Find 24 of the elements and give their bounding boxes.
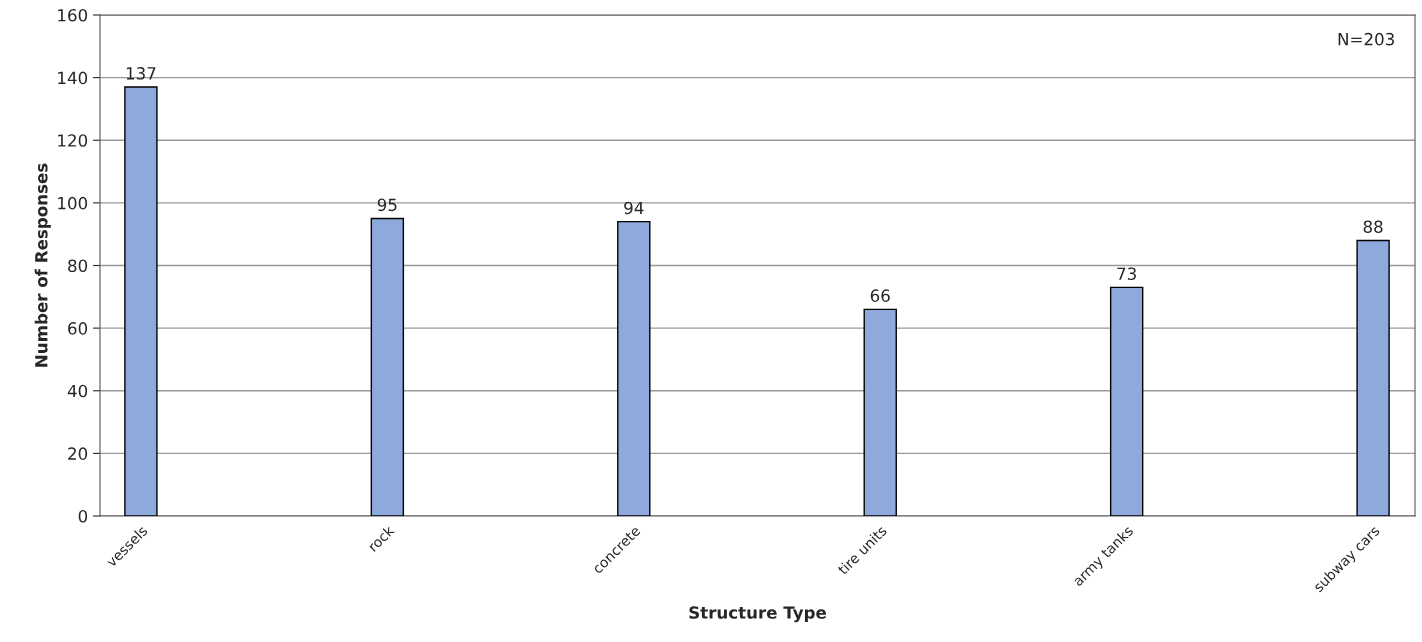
bar [617,220,651,516]
bar [124,86,158,516]
annotation: N=203 [1338,32,1394,46]
y-tick-label: 140 [58,71,88,85]
data-label: 137 [126,67,156,80]
y-tick-label: 20 [68,447,88,460]
bar [370,217,405,516]
y-tick-label: 100 [58,196,88,210]
x-axis-title: Structure Type [689,606,826,623]
data-label: 66 [870,289,890,302]
y-tick-label: 120 [58,134,88,147]
y-axis-title: Number of Responses [34,163,51,367]
data-label: 94 [624,201,644,215]
data-label: 88 [1363,220,1383,234]
bar [1356,239,1390,516]
data-label: 73 [1117,267,1136,281]
y-tick-label: 40 [67,384,88,398]
bar [863,308,897,516]
y-tick-label: 160 [58,8,88,22]
data-label: 95 [377,198,397,212]
y-tick-label: 60 [68,322,88,335]
bar [1109,286,1144,516]
y-tick-label: 0 [78,509,88,523]
y-tick-label: 80 [68,259,88,273]
